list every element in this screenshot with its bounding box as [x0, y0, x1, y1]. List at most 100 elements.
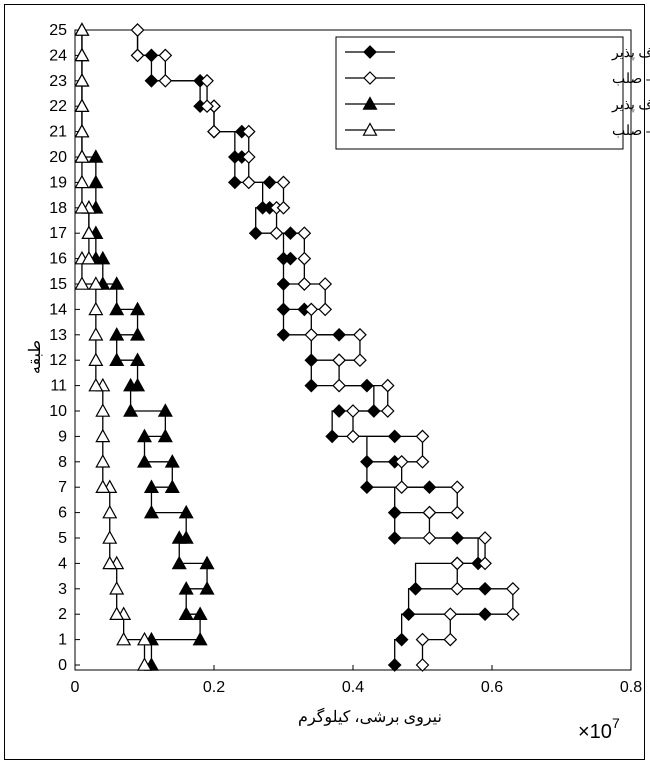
- y-tick-label: 17: [49, 225, 67, 242]
- data-point: [178, 504, 194, 519]
- data-point: [109, 276, 125, 290]
- data-point: [130, 327, 146, 341]
- y-tick-label: 18: [49, 200, 67, 217]
- data-point: [241, 150, 256, 164]
- data-point: [276, 277, 291, 291]
- legend-label: برش دیوارها- صلب: [612, 72, 650, 87]
- data-point: [353, 353, 367, 368]
- legend-label: برش دیوارها- انعطاف پذیر: [611, 46, 650, 61]
- data-point: [171, 555, 187, 570]
- data-point: [102, 555, 118, 570]
- data-point: [241, 175, 256, 190]
- y-tick-label: 23: [49, 73, 67, 90]
- y-tick-label: 15: [49, 276, 67, 293]
- data-point: [318, 302, 333, 317]
- legend: برش دیوارها- انعطاف پذیر برش دیوارها- صلب…: [335, 36, 650, 150]
- series-4: [74, 22, 153, 671]
- data-point: [478, 556, 492, 571]
- data-point: [387, 531, 402, 545]
- x-tick-label: 0: [71, 679, 80, 696]
- data-point: [109, 352, 125, 366]
- y-tick-label: 13: [49, 327, 67, 344]
- data-point: [88, 174, 104, 189]
- legend-box: [335, 36, 624, 150]
- data-point: [332, 404, 346, 418]
- data-point: [109, 606, 125, 621]
- x-axis-label: نیروی برشی، کیلوگرم: [298, 707, 442, 726]
- x-axis-multiplier: ×107: [578, 715, 620, 743]
- data-point: [394, 632, 409, 647]
- data-point: [130, 23, 145, 37]
- data-point: [102, 504, 118, 519]
- y-tick-label: 21: [49, 124, 67, 141]
- data-point: [276, 327, 291, 342]
- legend-marker: [363, 71, 377, 85]
- data-point: [95, 403, 111, 417]
- chart-frame: [4, 4, 645, 760]
- data-point: [304, 302, 319, 317]
- y-tick-label: 10: [49, 403, 67, 420]
- data-point: [130, 377, 146, 392]
- data-point: [130, 301, 146, 316]
- data-point: [325, 429, 339, 444]
- data-point: [506, 581, 520, 596]
- y-tick-label: 7: [58, 479, 67, 496]
- data-point: [88, 377, 104, 392]
- data-point: [109, 581, 125, 595]
- data-point: [143, 479, 159, 493]
- x-axis-ticks: 0 0.2 0.4 0.6 0.8: [71, 665, 642, 696]
- data-point: [95, 428, 111, 443]
- data-point: [304, 327, 319, 342]
- data-point: [415, 429, 430, 444]
- y-tick-label: 0: [58, 657, 67, 674]
- data-point: [88, 276, 104, 290]
- data-point: [192, 606, 208, 621]
- data-point: [95, 479, 111, 493]
- data-point: [255, 200, 270, 215]
- data-point: [74, 174, 90, 189]
- data-point: [394, 480, 409, 495]
- x-tick-label: 0.4: [342, 679, 364, 696]
- data-point: [143, 504, 159, 519]
- data-point: [130, 48, 145, 63]
- legend-label: برش ستونها- صلب: [612, 124, 650, 139]
- x-tick-label: 0.8: [620, 679, 642, 696]
- data-point: [144, 73, 159, 88]
- data-point: [178, 530, 194, 544]
- data-point: [74, 123, 90, 138]
- x-multiplier-base: ×10: [578, 721, 612, 743]
- data-point: [304, 378, 319, 393]
- data-point: [136, 428, 153, 443]
- data-point: [158, 73, 173, 88]
- legend-marker: [363, 45, 377, 59]
- data-point: [192, 631, 208, 646]
- y-tick-label: 20: [49, 149, 67, 166]
- data-point: [88, 327, 104, 341]
- y-tick-label: 11: [50, 378, 67, 395]
- y-tick-label: 14: [49, 301, 67, 318]
- data-point: [109, 301, 125, 316]
- y-tick-label: 4: [58, 555, 67, 572]
- data-point: [276, 200, 291, 215]
- data-point: [136, 631, 153, 646]
- data-point: [158, 48, 173, 63]
- data-point: [88, 149, 104, 163]
- data-point: [74, 98, 90, 113]
- data-point: [297, 277, 312, 291]
- y-tick-label: 12: [49, 352, 67, 369]
- data-point: [304, 353, 319, 368]
- y-tick-label: 19: [49, 174, 67, 191]
- x-tick-label: 0.6: [481, 679, 503, 696]
- data-point: [81, 250, 97, 265]
- data-point: [443, 607, 458, 622]
- data-point: [164, 479, 180, 493]
- data-point: [74, 47, 90, 62]
- data-point: [408, 581, 423, 596]
- data-point: [401, 607, 416, 622]
- data-point: [450, 480, 465, 495]
- data-point: [88, 301, 104, 316]
- data-point: [422, 505, 437, 520]
- y-tick-label: 24: [49, 47, 67, 64]
- data-point: [332, 378, 346, 393]
- y-tick-label: 5: [58, 530, 67, 547]
